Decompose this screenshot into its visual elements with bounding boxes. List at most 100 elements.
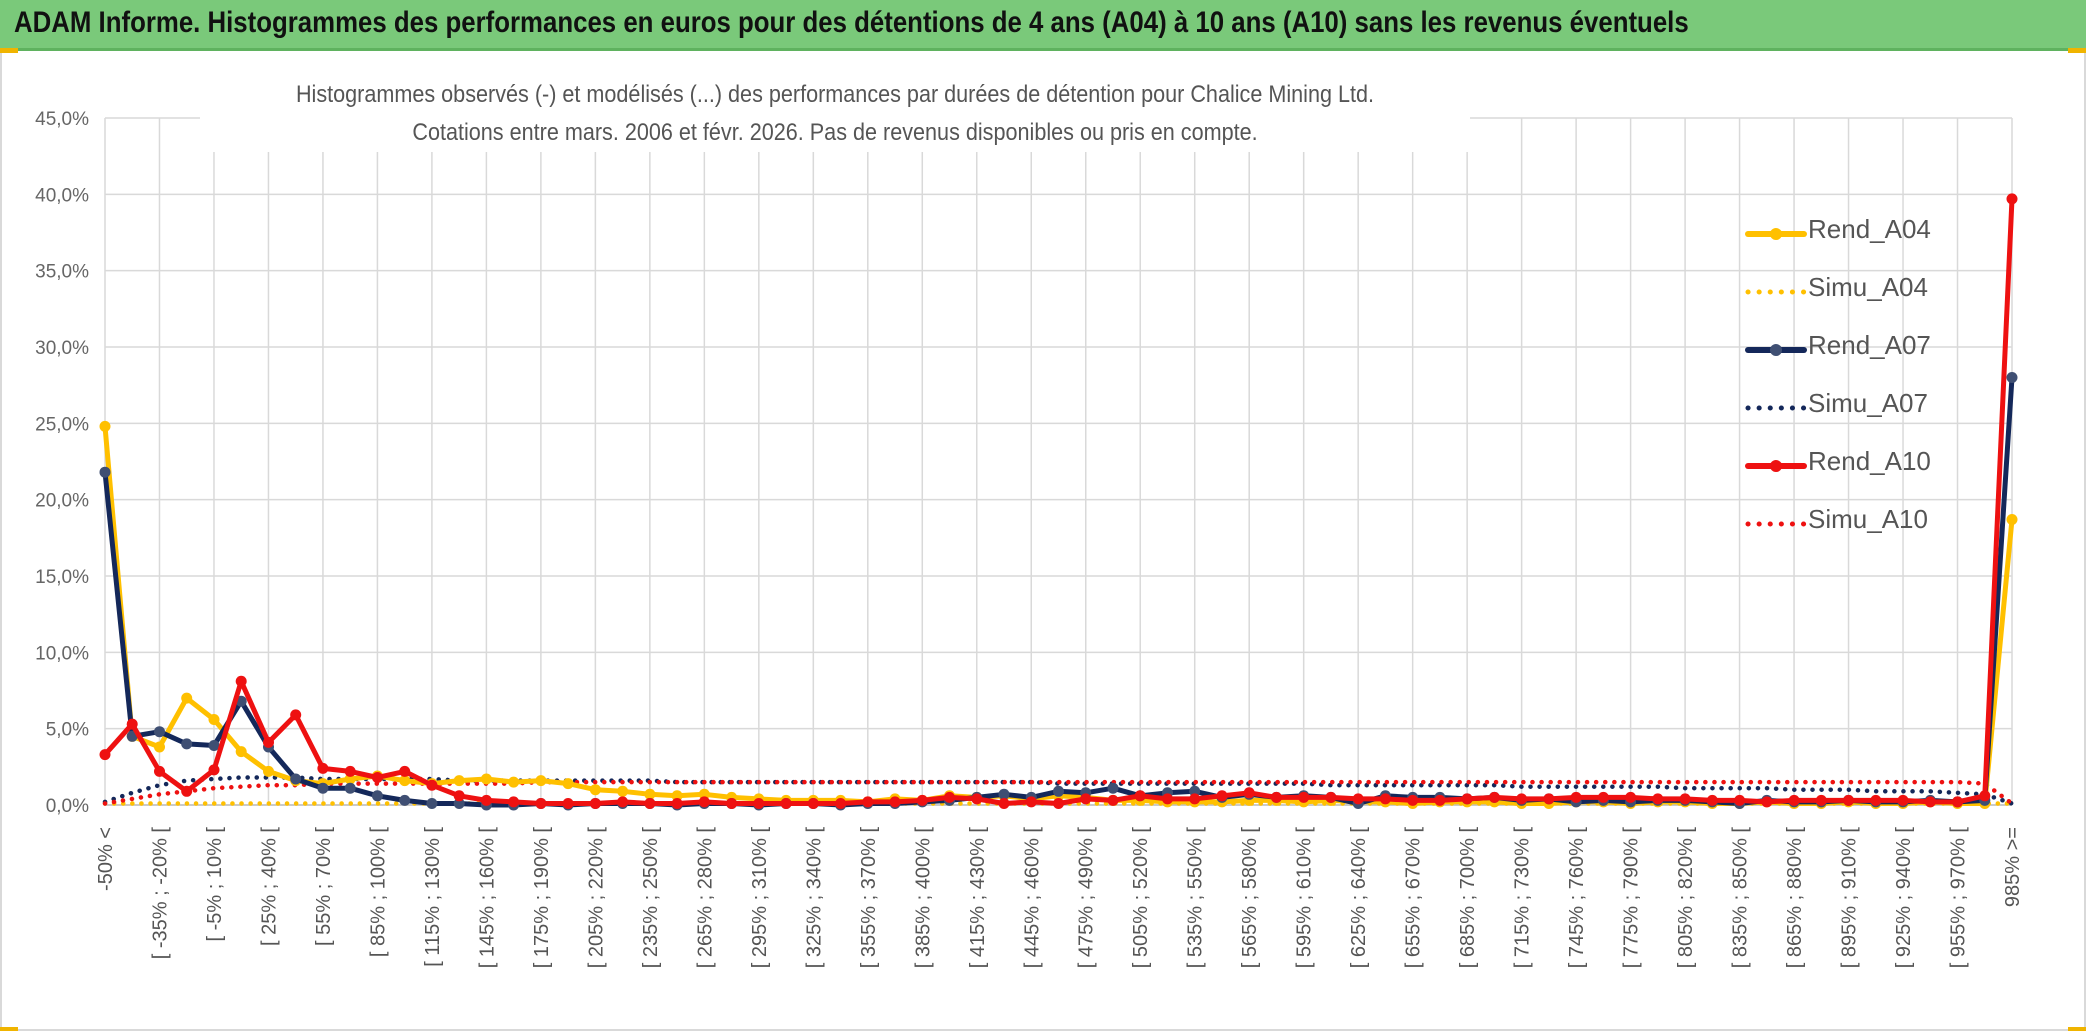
point-rend-a07 [1189, 785, 1201, 797]
point-rend-a10 [1570, 791, 1582, 803]
x-tick-label: [ 475% ; 490% [ [1076, 827, 1098, 969]
point-rend-a10 [1952, 796, 1963, 808]
point-rend-a10 [1434, 794, 1446, 806]
point-rend-a10 [1352, 793, 1364, 805]
point-rend-a07 [1053, 785, 1064, 797]
x-tick-label: [ 145% ; 160% [ [476, 827, 498, 969]
point-rend-a04 [562, 778, 574, 790]
x-tick-label: [ 895% ; 910% [ [1839, 827, 1861, 969]
point-rend-a10 [589, 798, 601, 809]
point-rend-a10 [1843, 794, 1854, 806]
point-rend-a10 [1979, 790, 1991, 802]
point-rend-a04 [589, 784, 601, 796]
point-rend-a10 [263, 736, 274, 748]
point-rend-a10 [1461, 793, 1473, 805]
x-tick-label: [ 355% ; 370% [ [858, 827, 880, 969]
x-tick-label: [ 175% ; 190% [ [531, 827, 553, 969]
point-rend-a10 [862, 796, 874, 808]
y-tick-label: 10,0% [35, 643, 89, 664]
legend-swatch-simu-a10 [1745, 521, 1807, 527]
point-rend-a10 [1516, 793, 1528, 805]
point-rend-a04 [181, 692, 193, 704]
point-rend-a10 [1652, 793, 1664, 805]
point-rend-a10 [1734, 794, 1746, 806]
y-tick-label: 15,0% [35, 567, 89, 588]
report-banner: ADAM Informe. Histogrammes des performan… [0, 0, 2086, 51]
point-rend-a10 [2006, 193, 2018, 205]
legend-swatch-rend-a07 [1745, 344, 1807, 356]
point-rend-a10 [780, 798, 792, 809]
y-tick-label: 0,0% [46, 796, 89, 817]
y-axis: 0,0% 5,0% 10,0% 15,0% 20,0% 25,0% 30,0% 35,0% 40… [35, 109, 89, 817]
point-rend-a10 [344, 765, 356, 777]
x-tick-label: [ 235% ; 250% [ [640, 827, 662, 969]
point-rend-a10 [1325, 791, 1337, 803]
point-rend-a10 [1870, 794, 1882, 806]
chart-legend: Rend_A04 Simu_A04 Rend_A07 Simu_A07 Rend_A10… [1736, 206, 1936, 554]
point-rend-a10 [1379, 793, 1391, 805]
point-rend-a10 [235, 675, 247, 687]
y-tick-label: 5,0% [46, 720, 89, 741]
point-rend-a10 [1761, 796, 1773, 808]
point-rend-a10 [698, 796, 710, 808]
point-rend-a07 [426, 798, 438, 809]
point-rend-a10 [1924, 796, 1936, 808]
legend-item-rend-a07: Rend_A07 [1736, 322, 1936, 380]
point-rend-a07 [2006, 372, 2018, 383]
series-line-rend-a10 [102, 196, 2015, 806]
x-tick-label: -50% < [95, 827, 117, 891]
legend-item-rend-a10: Rend_A10 [1736, 438, 1936, 496]
y-tick-label: 35,0% [35, 262, 89, 283]
point-rend-a07 [344, 782, 356, 794]
point-rend-a10 [971, 793, 983, 805]
point-rend-a10 [453, 790, 465, 802]
point-rend-a07 [399, 794, 411, 806]
point-rend-a07 [181, 738, 193, 750]
point-rend-a07 [453, 798, 465, 809]
x-tick-label: [ 955% ; 970% [ [1948, 827, 1970, 969]
x-tick-label: [ 775% ; 790% [ [1621, 827, 1643, 969]
point-rend-a07 [208, 740, 220, 751]
point-rend-a07 [154, 726, 165, 738]
point-rend-a10 [753, 798, 765, 809]
point-rend-a10 [671, 798, 683, 809]
point-rend-a04 [2006, 514, 2018, 525]
banner-accent-left [0, 48, 18, 53]
x-tick-label: [ 685% ; 700% [ [1457, 827, 1479, 969]
point-rend-a10 [807, 798, 819, 809]
point-rend-a10 [1597, 791, 1609, 803]
y-tick-label: 30,0% [35, 338, 89, 359]
point-rend-a04 [617, 785, 629, 797]
point-rend-a10 [1080, 793, 1092, 805]
point-rend-a10 [1543, 793, 1555, 805]
x-tick-label: [ 595% ; 610% [ [1294, 827, 1316, 969]
point-rend-a10 [1053, 798, 1064, 809]
x-tick-label: [ 445% ; 460% [ [1021, 827, 1043, 969]
x-tick-label: [ -35% ; -20% [ [149, 827, 171, 960]
point-rend-a07 [317, 782, 329, 794]
point-rend-a10 [508, 796, 520, 808]
legend-label: Simu_A04 [1808, 272, 1928, 302]
y-tick-label: 45,0% [35, 109, 89, 130]
point-rend-a10 [181, 785, 193, 797]
point-rend-a10 [835, 798, 847, 809]
x-tick-label: [ 25% ; 40% [ [258, 827, 280, 946]
point-rend-a10 [426, 779, 438, 791]
series-line-rend-a04 [102, 423, 2015, 806]
point-rend-a07 [1107, 782, 1119, 794]
point-rend-a07 [290, 773, 302, 785]
point-rend-a10 [126, 718, 138, 730]
point-rend-a10 [998, 798, 1010, 809]
legend-item-rend-a04: Rend_A04 [1736, 206, 1936, 264]
point-rend-a04 [671, 790, 683, 802]
x-tick-label: [ 835% ; 850% [ [1730, 827, 1752, 969]
point-rend-a10 [726, 798, 738, 809]
banner-accent-right [2068, 48, 2086, 53]
point-rend-a10 [1488, 791, 1500, 803]
legend-swatch-simu-a07 [1745, 405, 1807, 411]
point-rend-a10 [1407, 794, 1419, 806]
x-tick-label: [ 55% ; 70% [ [313, 827, 335, 946]
legend-swatch-rend-a10 [1745, 460, 1807, 472]
point-rend-a10 [1815, 794, 1827, 806]
